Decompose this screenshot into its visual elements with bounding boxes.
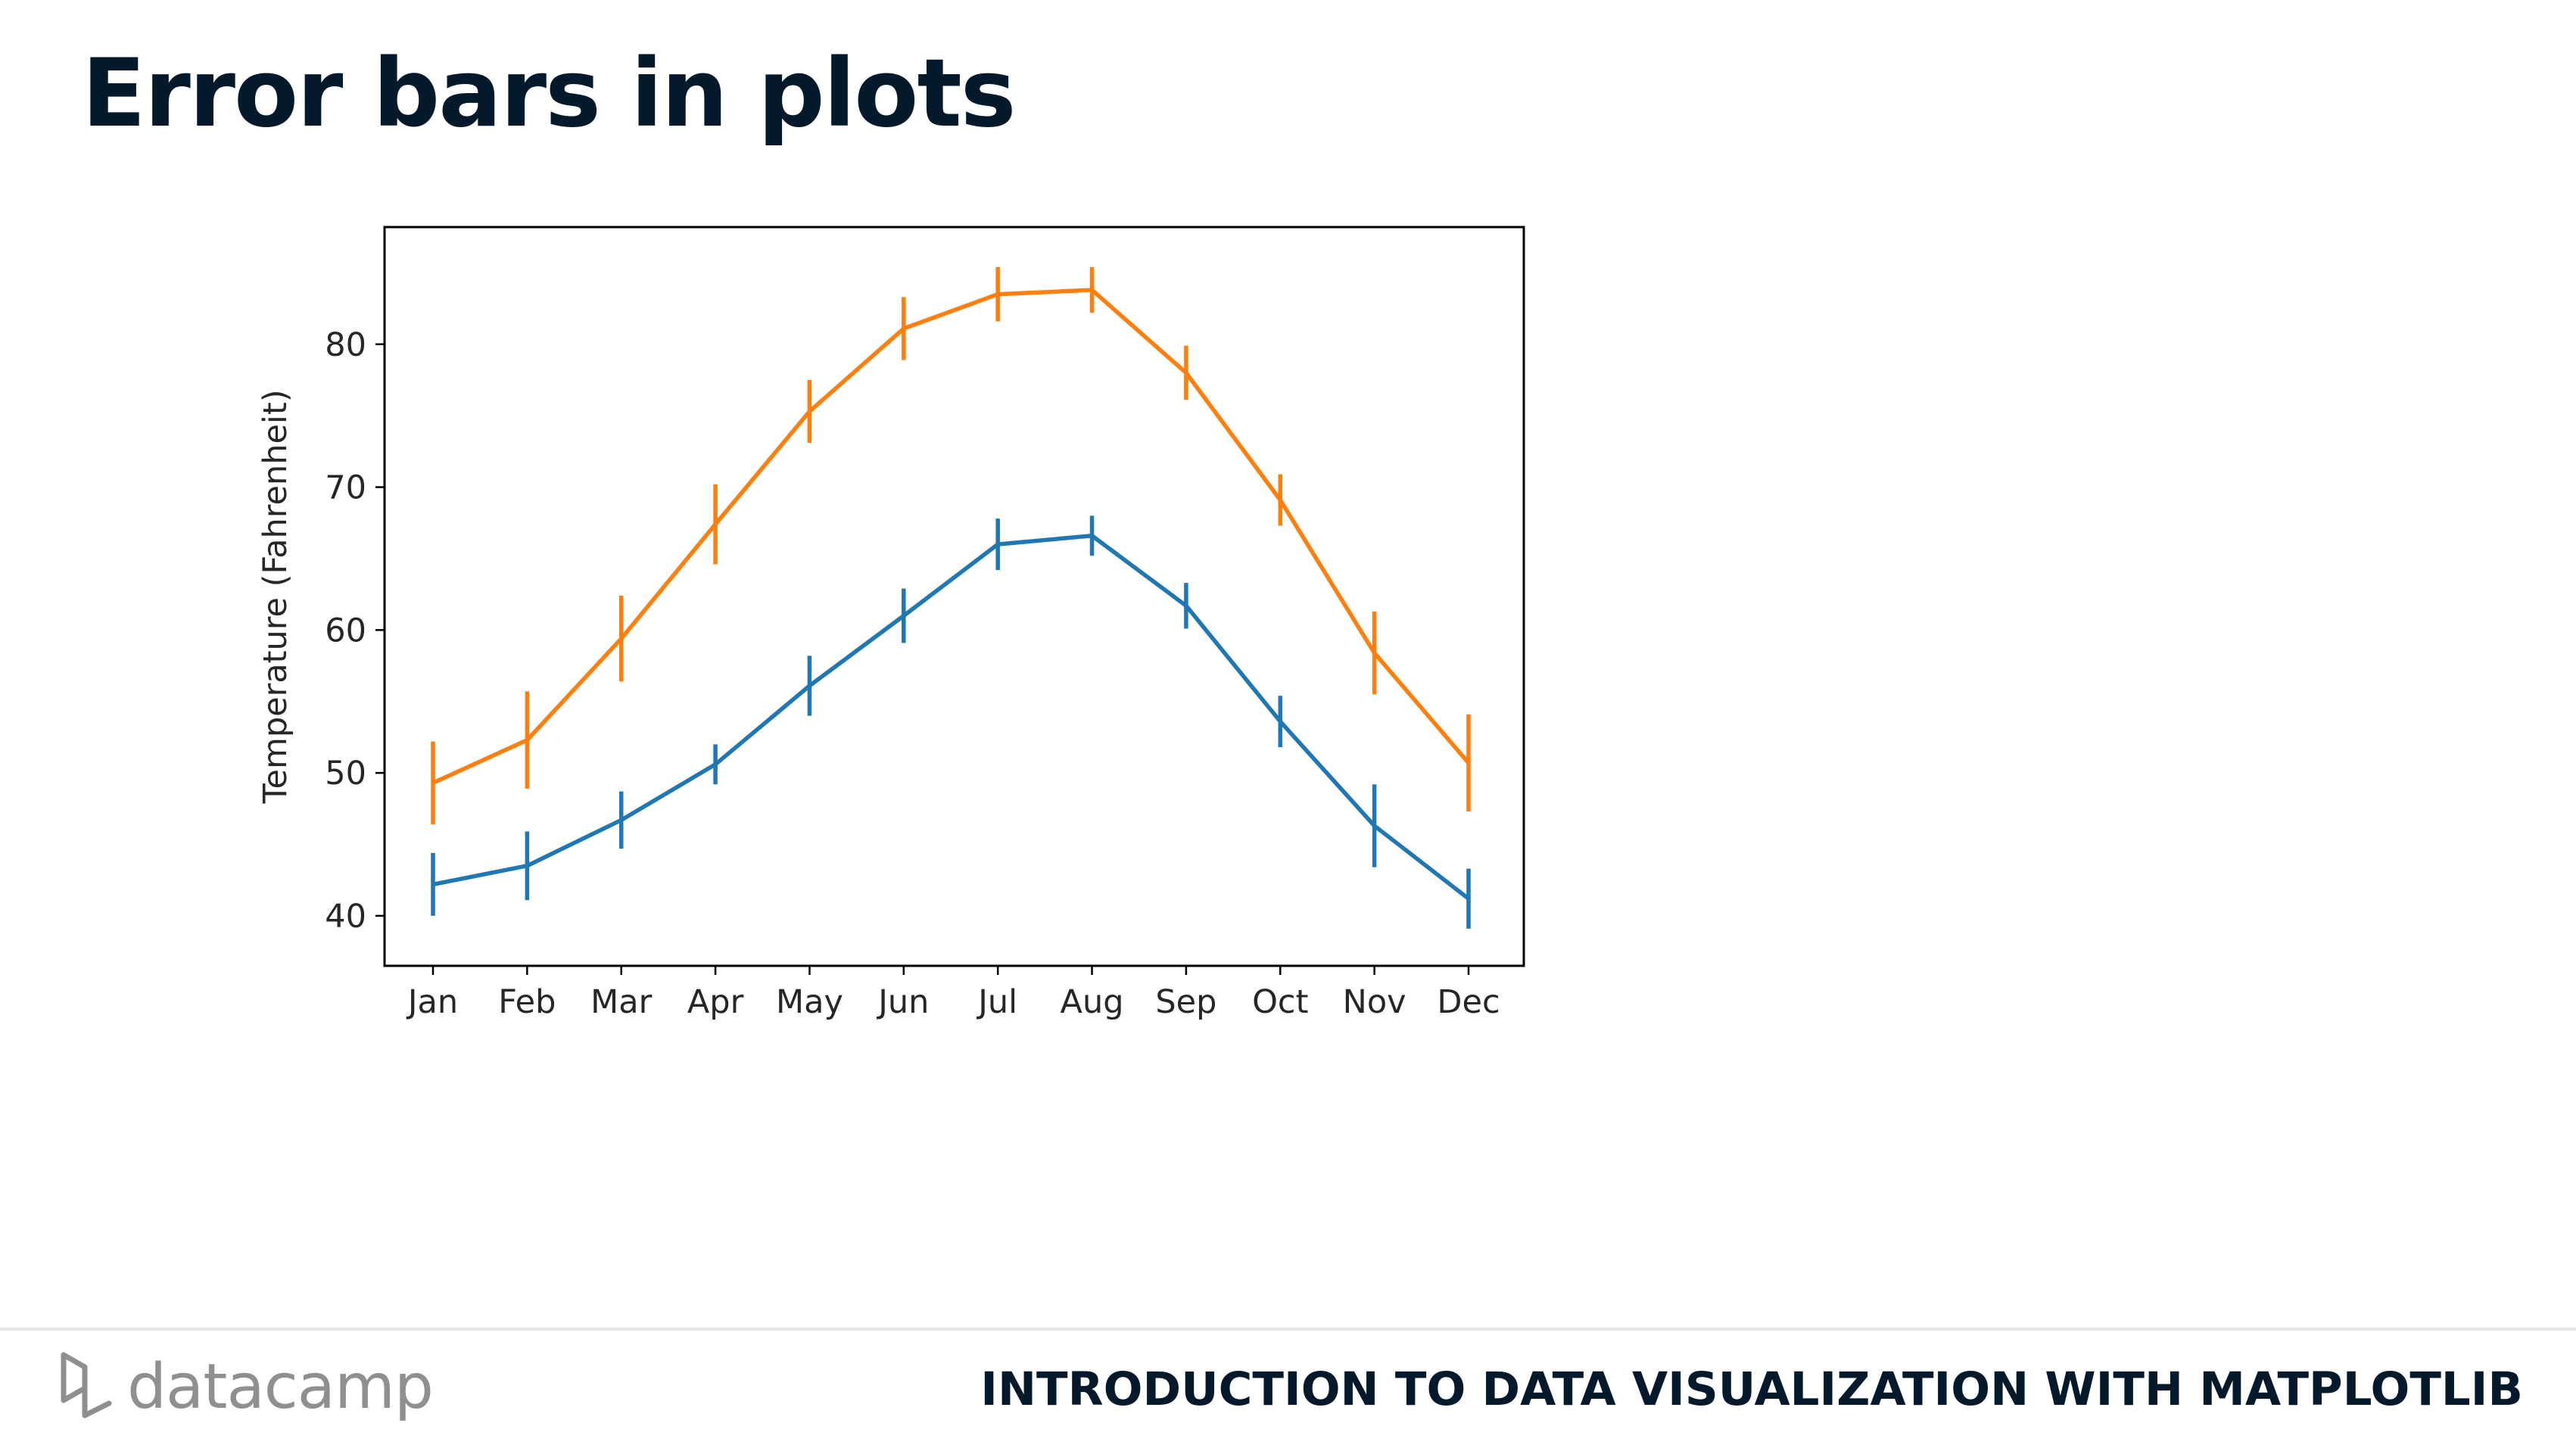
temperature-chart: Jan Feb Mar Apr May Jun Jul Aug Sep Oct Nov Dec 40 50… bbox=[257, 226, 1525, 1021]
x-tick-label-nov: Nov bbox=[1343, 983, 1406, 1021]
axis-layer: Jan Feb Mar Apr May Jun Jul Aug Sep Oct Nov Dec 40 50… bbox=[325, 326, 1500, 1021]
x-tick-label-jul: Jul bbox=[976, 983, 1017, 1021]
x-tick-label-may: May bbox=[776, 983, 843, 1021]
x-tick-label-mar: Mar bbox=[590, 983, 652, 1021]
plot-frame bbox=[383, 226, 1525, 967]
datacamp-logo-icon bbox=[61, 1352, 112, 1418]
x-tick-label-aug: Aug bbox=[1061, 983, 1124, 1021]
x-tick-label-feb: Feb bbox=[498, 983, 556, 1021]
series-2-line bbox=[431, 288, 1471, 785]
datacamp-logo: datacamp bbox=[55, 1349, 434, 1425]
x-tick-label-jun: Jun bbox=[876, 983, 929, 1021]
slide-title: Error bars in plots bbox=[82, 39, 1017, 148]
course-title: INTRODUCTION TO DATA VISUALIZATION WITH … bbox=[980, 1362, 2523, 1416]
y-tick-label-70: 70 bbox=[325, 469, 366, 507]
y-axis-label: Temperature (Fahrenheit) bbox=[257, 390, 294, 805]
y-tick-label-50: 50 bbox=[325, 755, 366, 792]
y-tick-label-80: 80 bbox=[325, 326, 366, 364]
footer-divider bbox=[0, 1328, 2576, 1331]
plot-layer bbox=[431, 266, 1471, 929]
x-tick-label-jan: Jan bbox=[406, 983, 458, 1021]
y-tick-label-40: 40 bbox=[325, 898, 366, 936]
x-tick-label-oct: Oct bbox=[1252, 983, 1308, 1021]
x-tick-label-apr: Apr bbox=[687, 983, 744, 1021]
series-1-line bbox=[432, 534, 1470, 901]
x-tick-label-dec: Dec bbox=[1437, 983, 1500, 1021]
y-tick-label-60: 60 bbox=[325, 612, 366, 649]
x-tick-label-sep: Sep bbox=[1155, 983, 1216, 1021]
datacamp-wordmark: datacamp bbox=[127, 1350, 434, 1423]
